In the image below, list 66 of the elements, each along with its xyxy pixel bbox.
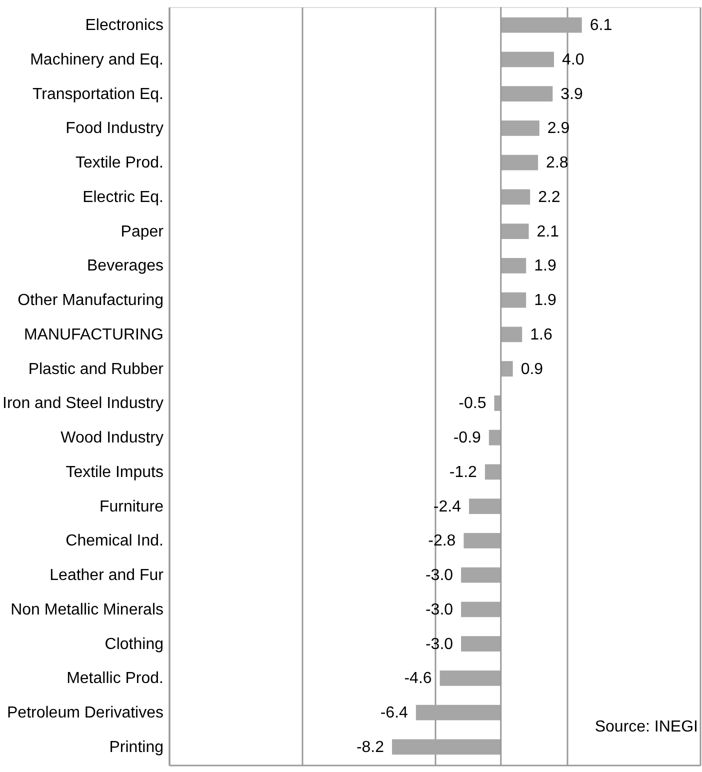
y-tick-label: Iron and Steel Industry [2,395,164,412]
y-tick-label: Other Manufacturing [18,292,164,310]
data-label: 0.9 [520,360,544,378]
data-label: 1.9 [534,292,556,310]
y-tick-label: Electric Eq. [82,188,164,206]
bar [461,602,501,618]
y-tick-label: Wood Industry [60,430,164,447]
y-tick-label: Clothing [104,636,164,653]
data-label: 2.2 [538,188,560,206]
y-tick-label: Electronics [85,17,164,34]
y-tick-label: Machinery and Eq. [30,51,164,68]
bar [416,704,501,720]
data-label: -6.4 [380,704,408,722]
y-tick-label: Furniture [99,498,164,516]
data-label: 3.9 [560,86,583,103]
y-tick-label: Paper [120,223,164,240]
data-label: -1.2 [449,464,478,481]
y-tick-label: Leather and Fur [50,567,164,584]
y-tick-label: Printing [109,738,164,756]
bar [500,52,554,68]
y-tick-label: Food Industry [66,120,164,138]
bar [500,154,538,170]
bar [461,567,501,583]
data-label: -3.0 [425,567,454,584]
annotation: Source: INEGI [594,718,698,736]
y-tick-label: Chemical Ind. [66,532,164,550]
bar [500,189,530,205]
data-label: 1.9 [534,258,556,275]
y-tick-label: Beverages [87,258,164,275]
y-tick-label: MANUFACTURING [24,326,164,344]
data-label: -0.5 [458,395,486,412]
data-label: -2.4 [433,498,462,516]
data-label: 2.1 [536,223,560,240]
bar [500,120,540,136]
data-label: 4.0 [562,51,584,68]
bar [500,326,522,342]
data-label: -0.9 [453,430,482,447]
data-label: -8.2 [356,738,384,756]
data-label: -4.6 [404,670,432,688]
bar [500,86,553,102]
y-tick-label: Petroleum Derivatives [7,704,164,722]
bar [500,292,526,308]
y-tick-label: Textile Prod. [75,154,164,172]
data-label: 2.8 [546,154,568,172]
data-label: 6.1 [590,17,612,34]
bar [464,532,501,548]
data-label: -3.0 [425,636,454,653]
bar [440,670,501,686]
y-tick-label: Metallic Prod. [66,670,164,688]
bar [469,498,501,514]
bar [500,17,582,33]
bar [392,739,501,755]
data-label: -3.0 [425,601,454,618]
data-label: 2.9 [547,120,570,138]
bar [500,361,513,377]
data-label: 1.6 [530,326,552,344]
bar [484,464,501,480]
data-label: -2.8 [428,532,456,550]
bar [488,430,501,446]
y-tick-label: Transportation Eq. [32,86,164,103]
bar [500,224,529,240]
y-tick-label: Textile Imputs [66,464,164,481]
y-tick-label: Plastic and Rubber [28,360,164,378]
y-tick-label: Non Metallic Minerals [10,601,164,618]
bar [461,636,501,652]
bar [500,258,526,274]
